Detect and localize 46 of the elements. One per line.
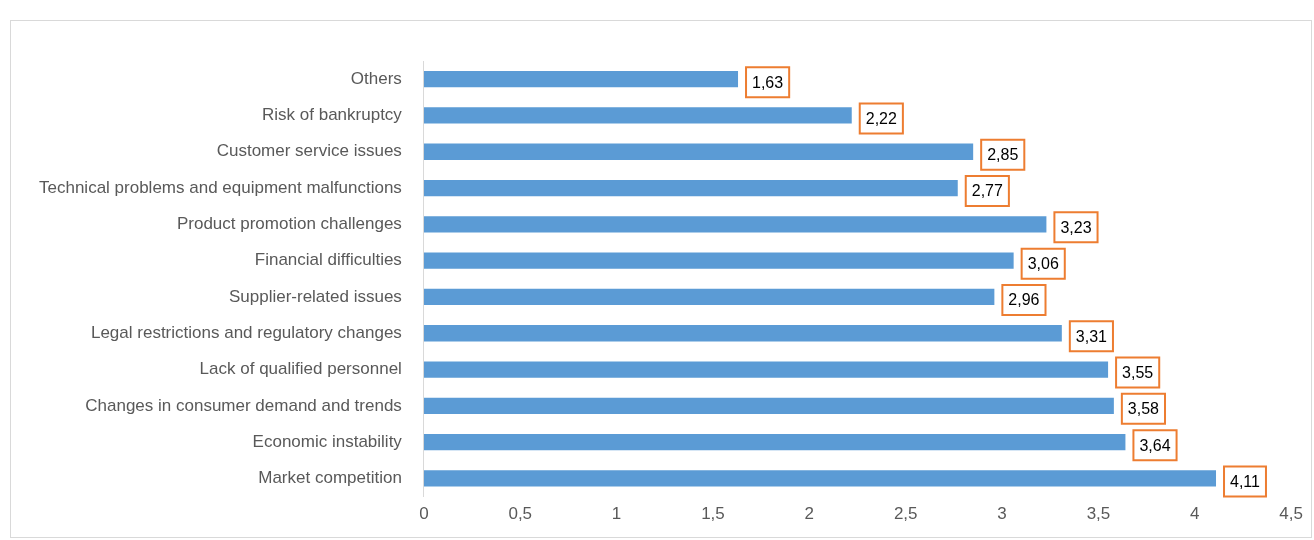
y-tick-label: Supplier-related issues xyxy=(228,286,402,306)
data-label: 3,06 xyxy=(1027,255,1059,273)
bar xyxy=(423,143,974,160)
y-tick-label: Others xyxy=(350,68,402,88)
bar xyxy=(423,325,1062,342)
y-tick-label: Changes in consumer demand and trends xyxy=(85,395,402,415)
data-label: 1,63 xyxy=(752,73,784,91)
data-label: 3,31 xyxy=(1075,327,1108,345)
y-tick-label: Technical problems and equipment malfunctions xyxy=(38,177,402,197)
x-tick-label: 2,5 xyxy=(893,504,918,524)
data-label: 4,11 xyxy=(1230,472,1261,490)
data-label: 2,85 xyxy=(987,146,1019,164)
x-tick-label: 0 xyxy=(419,504,429,524)
x-tick-label: 4,5 xyxy=(1279,504,1303,524)
y-tick-label: Economic instability xyxy=(252,431,403,451)
data-label: 3,64 xyxy=(1139,436,1171,454)
x-tick-label: 3,5 xyxy=(1086,504,1111,524)
x-tick-label: 4 xyxy=(1190,504,1200,524)
data-label: 3,23 xyxy=(1060,218,1092,236)
x-tick-label: 1 xyxy=(611,504,622,524)
x-tick-label: 2 xyxy=(804,504,815,524)
bar xyxy=(423,252,1014,269)
y-tick-label: Market competition xyxy=(258,468,402,488)
data-label: 2,22 xyxy=(865,109,897,127)
data-label: 3,58 xyxy=(1127,400,1160,418)
x-tick-label: 0,5 xyxy=(508,504,533,524)
bar xyxy=(423,70,739,88)
bar xyxy=(423,470,1217,487)
bar xyxy=(423,179,958,197)
y-tick-label: Financial difficulties xyxy=(254,250,402,270)
bar xyxy=(423,361,1109,378)
bar xyxy=(423,107,852,124)
data-label: 2,96 xyxy=(1008,291,1040,309)
x-tick-label: 1,5 xyxy=(701,504,725,524)
y-tick-label: Lack of qualified personnel xyxy=(199,359,402,379)
bar xyxy=(423,433,1126,451)
data-label: 3,55 xyxy=(1122,363,1154,381)
data-label: 2,77 xyxy=(971,182,1003,200)
bar xyxy=(423,397,1114,415)
y-tick-label: Customer service issues xyxy=(216,141,402,161)
y-tick-label: Product promotion challenges xyxy=(176,214,402,234)
y-tick-label: Risk of bankruptcy xyxy=(262,105,403,125)
bar xyxy=(423,288,995,306)
x-tick-label: 3 xyxy=(997,504,1007,524)
y-tick-label: Legal restrictions and regulatory changes xyxy=(90,322,402,342)
bar xyxy=(423,216,1047,233)
